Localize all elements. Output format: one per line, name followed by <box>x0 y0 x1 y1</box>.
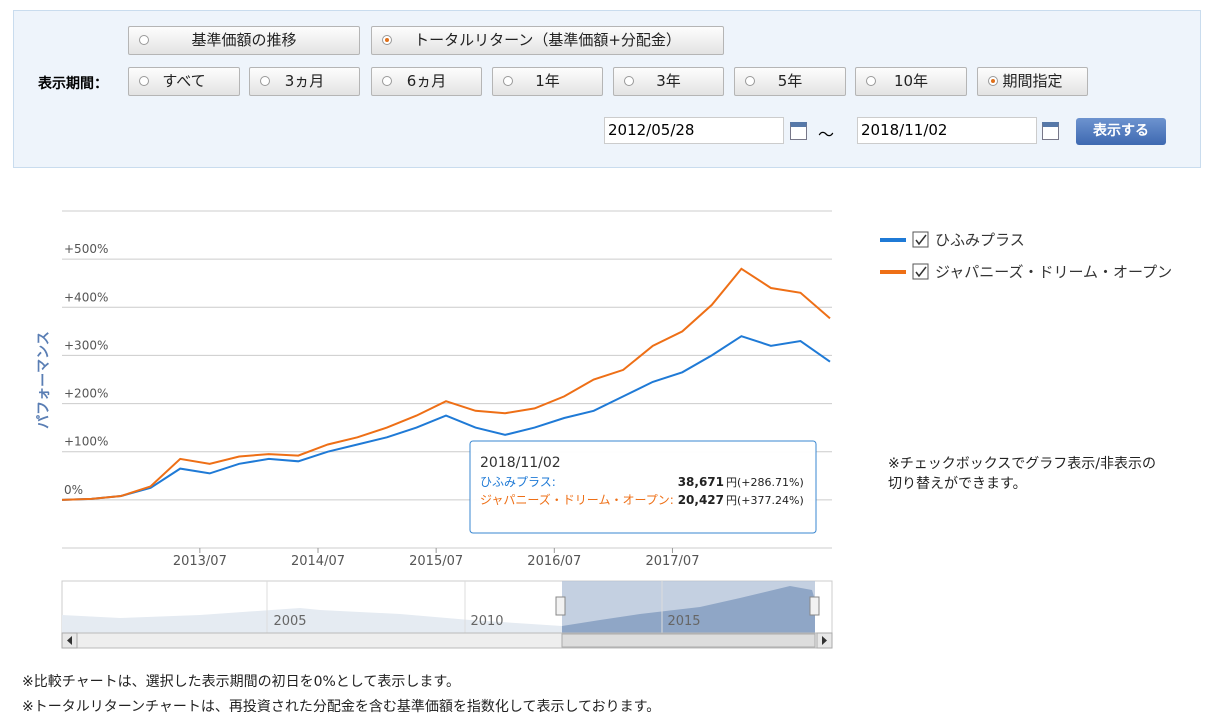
tooltip-date: 2018/11/02 <box>480 455 561 471</box>
y-tick-label: +400% <box>64 290 108 304</box>
radio <box>260 76 270 86</box>
x-tick-label: 2017/07 <box>645 554 699 569</box>
tooltip-change: 円(+377.24%) <box>726 494 804 507</box>
button-label: 6ヵ月 <box>406 72 447 90</box>
radio <box>139 76 149 86</box>
navigator-label: 2010 <box>470 614 503 629</box>
button-label: 10年 <box>893 72 929 90</box>
legend-checkbox[interactable] <box>912 263 929 280</box>
radio <box>624 76 634 86</box>
submit-button[interactable]: 表示する <box>1076 118 1166 145</box>
radio-button[interactable]: 6ヵ月 <box>371 67 482 96</box>
y-tick-label: 0% <box>64 483 83 497</box>
navigator-handle[interactable] <box>809 596 820 616</box>
y-axis-label: パフォーマンス <box>36 331 52 429</box>
legend-note: ※チェックボックスでグラフ表示/非表示の <box>888 456 1156 472</box>
radio <box>866 76 876 86</box>
start-date[interactable]: 2012/05/28 <box>604 117 784 144</box>
check <box>915 234 927 246</box>
tooltip-name: ひふみプラス: <box>480 475 556 489</box>
button-label: トータルリターン（基準価額+分配金） <box>414 31 681 49</box>
legend-label: ジャパニーズ・ドリーム・オープン <box>935 263 1172 281</box>
radio-button[interactable]: 3年 <box>613 67 724 96</box>
navigator-label: 2005 <box>273 614 306 629</box>
tooltip-name: ジャパニーズ・ドリーム・オープン: <box>480 492 674 507</box>
legend-note: 切り替えができます。 <box>888 476 1027 492</box>
check <box>915 266 927 278</box>
x-tick-label: 2013/07 <box>173 554 227 569</box>
range-sep: ～ <box>818 125 835 144</box>
calendar-icon[interactable] <box>790 122 807 140</box>
y-tick-label: +100% <box>64 435 108 449</box>
button-label: 3年 <box>656 72 681 90</box>
legend-checkbox[interactable] <box>912 231 929 248</box>
button-label: 3ヵ月 <box>284 72 325 90</box>
y-tick-label: +300% <box>64 338 108 352</box>
calendar-icon[interactable] <box>1042 122 1059 140</box>
radio-button[interactable]: 1年 <box>492 67 603 96</box>
series-line <box>61 267 831 501</box>
radio <box>503 76 513 86</box>
scrollbar-thumb[interactable] <box>561 633 816 648</box>
y-tick-label: +500% <box>64 242 108 256</box>
navigator-handle[interactable] <box>555 596 566 616</box>
radio-button[interactable]: 3ヵ月 <box>249 67 360 96</box>
y-tick-label: +200% <box>64 387 108 401</box>
button-label: 期間指定 <box>1002 72 1063 90</box>
radio-button[interactable]: 5年 <box>734 67 846 96</box>
radio-button[interactable]: 基準価額の推移 <box>128 26 360 55</box>
radio <box>139 35 149 45</box>
footnote: ※比較チャートは、選択した表示期間の初日を0%として表示します。 <box>22 674 460 690</box>
series-line <box>61 335 831 501</box>
x-tick-label: 2016/07 <box>527 554 581 569</box>
radio-button[interactable]: トータルリターン（基準価額+分配金） <box>371 26 724 55</box>
radio <box>382 35 392 45</box>
button-label: 基準価額の推移 <box>191 31 297 49</box>
footnote: ※トータルリターンチャートは、再投資された分配金を含む基準価額を指数化して表示し… <box>22 699 661 715</box>
tooltip-change: 円(+286.71%) <box>726 476 804 489</box>
radio-button[interactable]: 期間指定 <box>977 67 1088 96</box>
arrow <box>822 636 827 645</box>
tooltip <box>469 440 817 534</box>
button-label: すべて <box>162 72 206 90</box>
tooltip-price: 38,671 <box>678 475 724 489</box>
radio <box>988 76 998 86</box>
end-date[interactable]: 2018/11/02 <box>857 117 1037 144</box>
arrow <box>67 636 72 645</box>
navigator-label: 2015 <box>667 614 700 629</box>
radio <box>745 76 755 86</box>
navigator-area <box>62 608 562 633</box>
button-label: 5年 <box>777 72 803 90</box>
legend-label: ひふみプラス <box>935 231 1025 249</box>
tooltip-price: 20,427 <box>678 493 724 507</box>
radio-button[interactable]: すべて <box>128 67 240 96</box>
period-label: 表示期間： <box>38 76 108 92</box>
x-tick-label: 2014/07 <box>291 554 345 569</box>
radio-button[interactable]: 10年 <box>855 67 967 96</box>
navigator-series <box>562 586 815 633</box>
radio <box>382 76 392 86</box>
x-tick-label: 2015/07 <box>409 554 463 569</box>
button-label: 1年 <box>535 72 560 90</box>
